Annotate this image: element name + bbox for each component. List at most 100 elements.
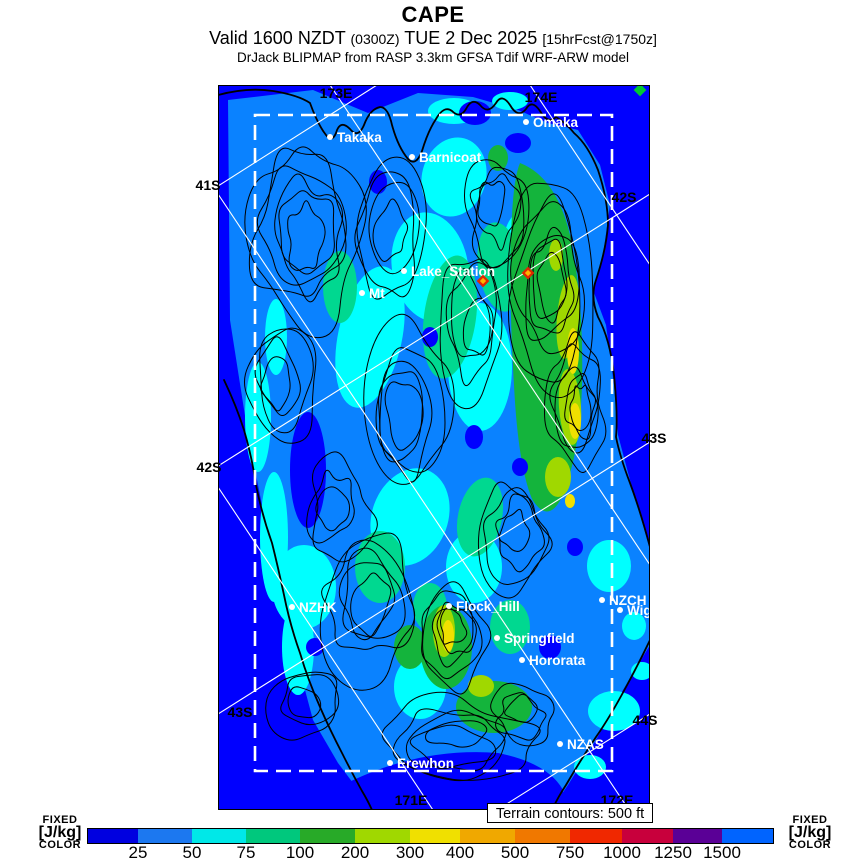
colorbar-tick-200: 200	[340, 843, 370, 860]
waypoint-flock_hill: Flock_Hill	[446, 599, 520, 614]
terrain-contour-line	[321, 539, 416, 650]
terrain-contour-line	[243, 327, 317, 444]
page-title: CAPE	[401, 2, 465, 27]
terrain-contours	[243, 146, 607, 782]
waypoint-label: NZAS	[567, 737, 604, 752]
terrain-contour-line	[244, 146, 367, 339]
colorbar-tick-75: 75	[236, 843, 256, 860]
model-line: DrJack BLIPMAP from RASP 3.3km GFSA Tdif…	[236, 50, 630, 65]
terrain-contour-line	[504, 693, 538, 723]
terrain-contour-line	[507, 182, 594, 399]
terrain-contour-line	[363, 313, 455, 485]
colorbar-tick-750: 750	[555, 843, 585, 860]
graticule-line-41s	[218, 85, 378, 187]
colorbar-segment-6	[410, 829, 460, 843]
header: CAPE Valid 1600 NZDT (0300Z) TUE 2 Dec 2…	[0, 2, 850, 66]
waypoint-label: Omaka	[533, 115, 579, 130]
terrain-contour-line	[381, 691, 541, 781]
waypoint-lake_station: Lake_Station	[401, 264, 495, 279]
colorbar-segment-3	[246, 829, 300, 843]
colorbar-units-left: FIXED [J/kg] COLOR	[24, 815, 96, 851]
colorbar-tick-100: 100	[285, 843, 315, 860]
colorbar-fixed-label: FIXED	[42, 814, 78, 826]
colorbar-tick-50: 50	[182, 843, 202, 860]
waypoint-label: NZCH	[609, 593, 647, 608]
waypoint-takaka: Takaka	[327, 130, 382, 145]
waypoint-label: Barnicoat	[419, 150, 482, 165]
waypoint-dot	[387, 760, 393, 766]
terrain-contour-line	[315, 486, 351, 532]
hotspot-diamond	[476, 274, 490, 288]
waypoint-dot	[359, 290, 365, 296]
waypoint-omaka: Omaka	[523, 115, 579, 130]
terrain-contour-line	[483, 487, 550, 585]
waypoint-label: Lake_Station	[411, 264, 495, 279]
waypoint-dot	[617, 607, 623, 613]
terrain-contour-line	[422, 581, 492, 695]
graticule-label-43s: 43S	[642, 430, 667, 446]
map-container: Takaka Barnicoat Omaka Lake_Station Mt NZHK Fl…	[196, 85, 666, 810]
colorbar-segment-4	[300, 829, 355, 843]
waypoint-dot	[446, 603, 452, 609]
terrain-contour-line	[490, 682, 555, 747]
valid-zulu: (0300Z)	[350, 31, 400, 47]
terrain-contour-line	[507, 193, 581, 383]
colorbar-units-label: [J/kg]	[788, 824, 832, 841]
graticule-line-44s	[496, 713, 650, 810]
terrain-contour-line	[306, 469, 355, 544]
graticule-label-42s: 42S	[197, 459, 222, 475]
waypoint-springfield: Springfield	[494, 631, 575, 646]
terrain-contour-line	[375, 347, 446, 473]
colorbar-segment-11	[673, 829, 722, 843]
waypoint-dot	[327, 134, 333, 140]
colorbar-segment-0	[88, 829, 138, 843]
graticule-line-174e	[529, 85, 650, 266]
terrain-contour-line	[280, 674, 340, 726]
waypoint-dot	[401, 268, 407, 274]
waypoint-dot	[494, 635, 500, 641]
colorbar-tick-25: 25	[128, 843, 148, 860]
waypoint-wigram: Wigram	[617, 603, 650, 618]
terrain-contour-line	[495, 692, 547, 741]
graticule-label-174e: 174E	[525, 89, 558, 105]
terrain-contour-line	[451, 268, 494, 358]
terrain-contour-line	[392, 708, 506, 782]
terrain-contour-line	[265, 671, 338, 741]
terrain-contour-line	[350, 572, 392, 637]
graticule-label-44s: 44S	[633, 712, 658, 728]
colorbar-color-label: COLOR	[788, 839, 832, 851]
graticule-line-173e	[329, 85, 650, 566]
colorbar-fixed-label: FIXED	[792, 814, 828, 826]
terrain-contour-line	[495, 493, 545, 573]
waypoints-layer: Takaka Barnicoat Omaka Lake_Station Mt NZHK Fl…	[289, 115, 650, 771]
colorbar-tick-1250: 1250	[654, 843, 692, 860]
colorbar-color-label: COLOR	[38, 839, 82, 851]
waypoint-nzch: NZCH	[599, 593, 647, 608]
terrain-contour-line	[384, 381, 424, 451]
terrain-contour-line	[477, 180, 506, 227]
terrain-contour-line	[543, 331, 607, 473]
graticule-label-171e: 171E	[395, 792, 428, 808]
colorbar-units-right: FIXED [J/kg] COLOR	[774, 815, 846, 851]
waypoint-dot	[523, 119, 529, 125]
waypoint-barnicoat: Barnicoat	[409, 150, 482, 165]
terrain-contour-line	[378, 371, 423, 463]
colorbar-segment-2	[192, 829, 246, 843]
terrain-contour-line	[274, 173, 344, 303]
waypoint-dot	[409, 154, 415, 160]
terrain-contour-line	[259, 328, 314, 434]
waypoint-dot	[519, 657, 525, 663]
graticule-label-41s: 41S	[196, 177, 221, 193]
terrain-contour-line	[536, 251, 567, 324]
terrain-contour-line	[248, 147, 347, 297]
terrain-contour-line	[260, 356, 291, 412]
waypoint-dot	[599, 597, 605, 603]
terrain-contour-line	[312, 451, 378, 563]
terrain-contour-line	[372, 198, 409, 262]
colorbar-scale	[87, 828, 774, 844]
waypoint-mt: Mt	[359, 286, 385, 301]
waypoint-nzas: NZAS	[557, 737, 604, 752]
colorbar-segment-7	[460, 829, 515, 843]
colorbar-tick-400: 400	[445, 843, 475, 860]
waypoint-label: Flock_Hill	[456, 599, 520, 614]
